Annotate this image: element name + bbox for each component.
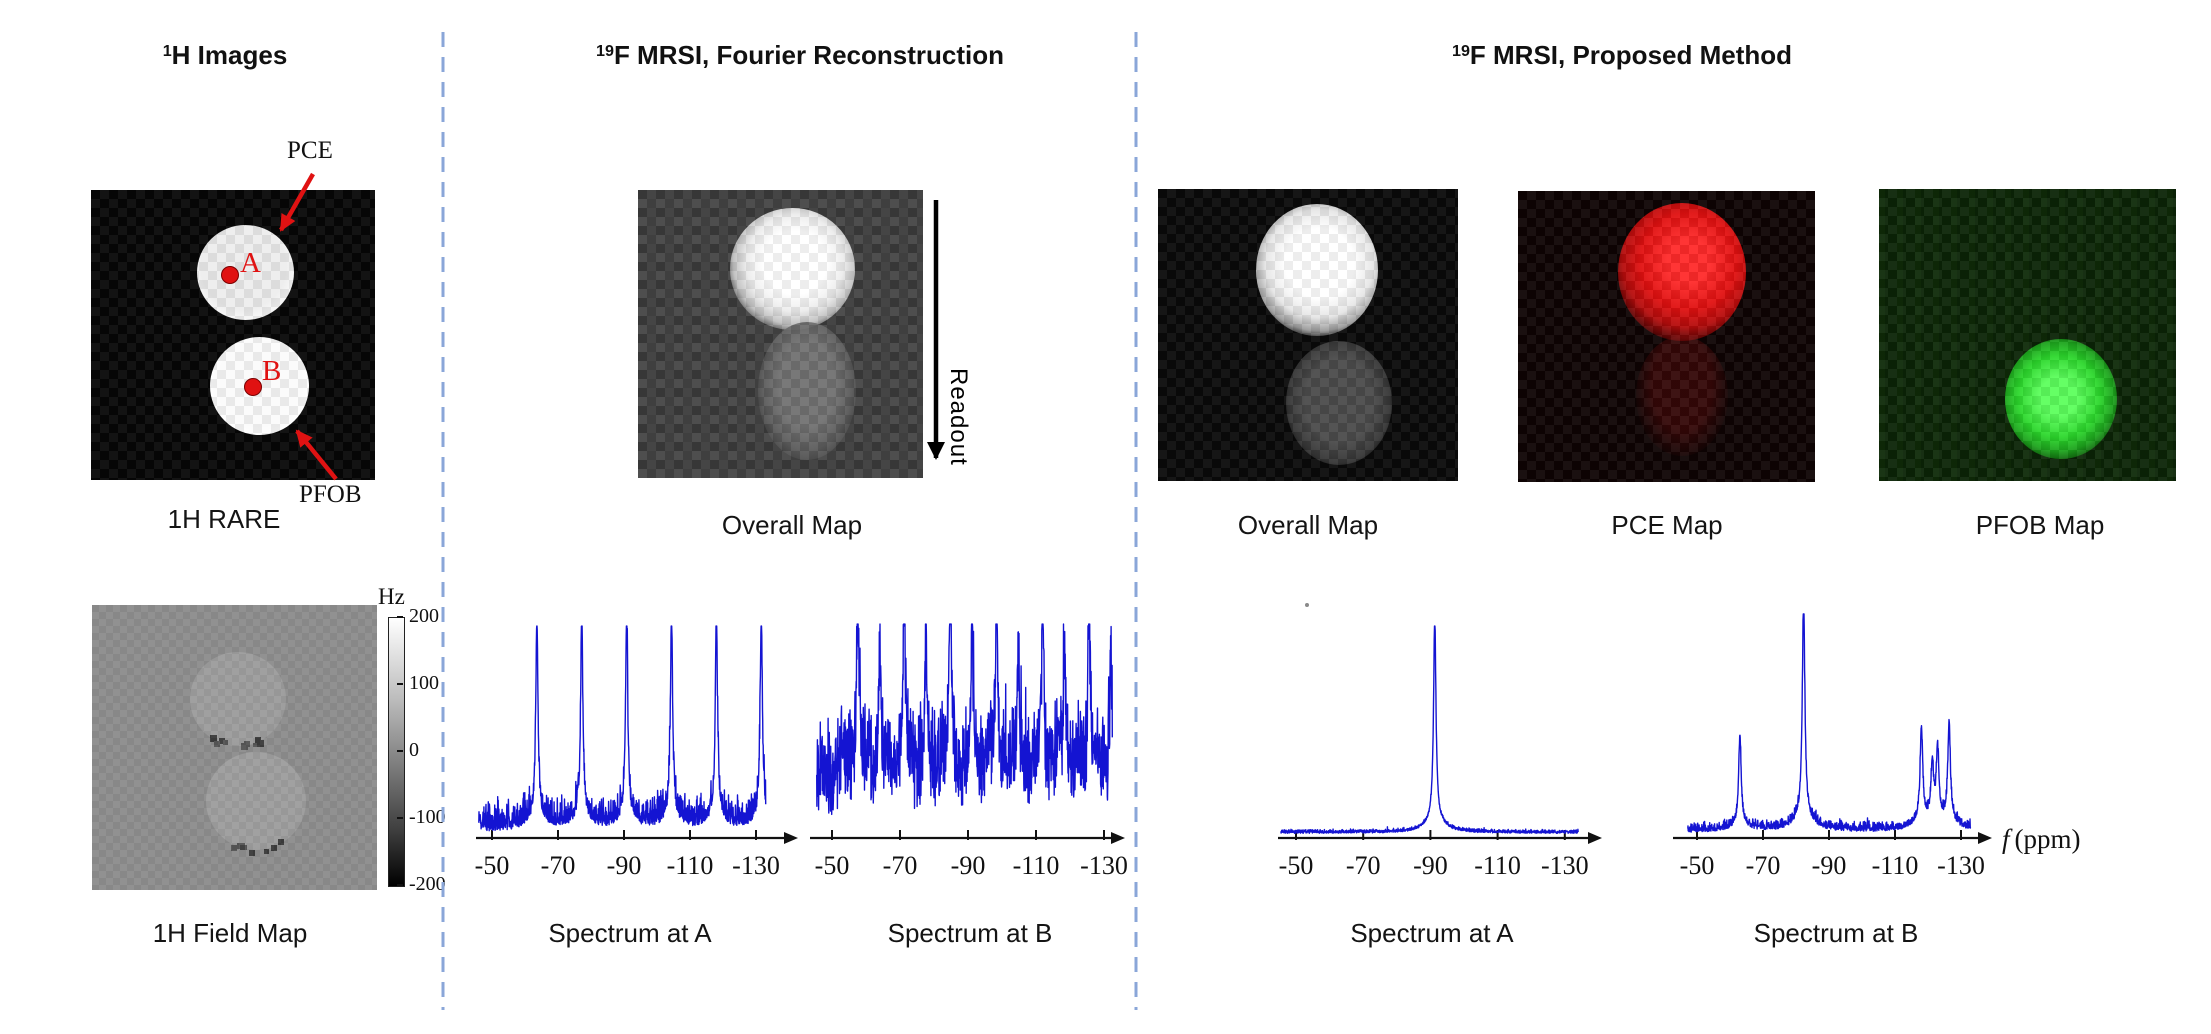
field-map-speck: [257, 740, 264, 747]
svg-text:-70: -70: [1746, 851, 1781, 880]
pfob-green-blob: [2005, 339, 2117, 459]
colorbar-tick-label: 100: [409, 672, 439, 694]
colorbar-tick-mark: [397, 750, 403, 752]
bright-blob: [730, 208, 855, 330]
colorbar-tick-mark: [397, 884, 403, 886]
field-map-speck: [214, 741, 220, 747]
point-a-marker: [221, 266, 239, 284]
field-map-speck: [219, 738, 225, 744]
proposed-spectrum-b-caption: Spectrum at B: [1753, 918, 1919, 948]
colorbar-unit-label: Hz: [378, 584, 405, 609]
fourier-spectrum-b-caption: Spectrum at B: [887, 918, 1053, 948]
field-map-speck: [241, 743, 248, 750]
svg-text:-130: -130: [1541, 851, 1589, 880]
field-map-speck: [237, 843, 243, 849]
svg-text:-90: -90: [1413, 851, 1448, 880]
readout-direction-label: Readout: [945, 368, 972, 466]
fourier-spectrum-a-plot: -50 -70 -90 -110 -130: [475, 625, 798, 880]
field-map-speck: [278, 839, 284, 845]
proposed-spectrum-a-plot: -50 -70 -90 -110 -130: [1278, 625, 1602, 880]
field-map-speck: [223, 740, 228, 745]
superscript-19: 19: [596, 41, 614, 60]
pfob-annotation-label: PFOB: [299, 481, 362, 508]
proposed-spectrum-b-plot: -50 -70 -90 -110 -130: [1673, 613, 1992, 880]
pfob-map-image: [1879, 189, 2176, 481]
fourier-overall-map-caption: Overall Map: [721, 510, 863, 540]
svg-text:-50: -50: [475, 851, 510, 880]
field-map-caption: 1H Field Map: [152, 918, 308, 948]
field-map-colorbar: [388, 617, 405, 887]
pce-map-image: [1518, 191, 1815, 482]
superscript-19: 19: [1451, 41, 1470, 60]
svg-text:-130: -130: [1937, 851, 1985, 880]
pce-red-blob: [1618, 203, 1746, 341]
svg-text:-70: -70: [541, 851, 576, 880]
svg-text:-50: -50: [1680, 851, 1715, 880]
svg-text:-70: -70: [883, 851, 918, 880]
pce-faint-tail: [1636, 336, 1728, 456]
svg-text:-130: -130: [1080, 851, 1128, 880]
proposed-overall-map-image: [1158, 189, 1458, 481]
column-title-proposed: 19F MRSI, Proposed Method: [1451, 40, 1793, 70]
faint-smeared-blob: [758, 322, 856, 460]
colorbar-tick-mark: [397, 616, 403, 618]
field-map-speck: [253, 743, 257, 747]
colorbar-tick-label: -200: [409, 873, 446, 895]
colorbar-tick-label: 200: [409, 605, 439, 627]
field-map-speck: [249, 850, 255, 856]
pce-map-caption: PCE Map: [1611, 510, 1723, 540]
svg-text:-90: -90: [1812, 851, 1847, 880]
faint-blob: [1286, 341, 1392, 465]
rare-caption: 1H RARE: [167, 504, 281, 534]
pfob-map-caption: PFOB Map: [1975, 510, 2105, 540]
stray-dot-artifact: [1305, 603, 1309, 607]
svg-text:-110: -110: [1872, 851, 1919, 880]
point-a-label: A: [240, 247, 261, 279]
pce-annotation-label: PCE: [287, 137, 333, 164]
field-map-speck: [239, 843, 245, 849]
svg-text:-130: -130: [732, 851, 780, 880]
field-map-speck: [240, 845, 245, 850]
fourier-overall-map-image: [638, 190, 923, 478]
colorbar-tick-mark: [397, 683, 403, 685]
f-symbol: f: [2002, 824, 2010, 854]
column-title-1h-images: 1H Images: [162, 40, 288, 70]
field-map-image: [92, 605, 377, 890]
colorbar-tick-label: 0: [409, 739, 419, 761]
field-map-bottom-circle: [206, 752, 306, 850]
field-map-speck: [242, 845, 247, 850]
colorbar-tick-mark: [397, 817, 403, 819]
field-map-speck: [271, 845, 277, 851]
proposed-overall-map-caption: Overall Map: [1237, 510, 1379, 540]
frequency-axis-label: f (ppm): [2002, 824, 2081, 855]
svg-text:-110: -110: [1013, 851, 1060, 880]
svg-text:-50: -50: [1279, 851, 1314, 880]
svg-text:-70: -70: [1346, 851, 1381, 880]
field-map-speck: [231, 845, 237, 851]
svg-text:-50: -50: [815, 851, 850, 880]
field-map-speck: [264, 849, 269, 854]
field-map-top-circle: [190, 652, 286, 746]
proposed-spectrum-a-caption: Spectrum at A: [1350, 918, 1514, 948]
fourier-spectrum-a-caption: Spectrum at A: [548, 918, 712, 948]
fourier-spectrum-b-plot: -50 -70 -90 -110 -130: [810, 623, 1128, 880]
colorbar-tick-label: -100: [409, 806, 446, 828]
point-b-marker: [244, 378, 262, 396]
svg-text:-110: -110: [667, 851, 714, 880]
field-map-speck: [255, 737, 261, 743]
svg-text:-90: -90: [951, 851, 986, 880]
superscript-1: 1: [162, 41, 172, 60]
field-map-speck: [210, 735, 217, 742]
field-map-noise-specks: [92, 605, 377, 890]
point-b-label: B: [262, 355, 282, 387]
bright-blob: [1256, 204, 1378, 336]
field-map-speck: [244, 741, 250, 747]
ppm-unit: (ppm): [2014, 824, 2081, 854]
svg-text:-90: -90: [607, 851, 642, 880]
svg-text:-110: -110: [1474, 851, 1521, 880]
rare-mri-image: [91, 190, 375, 480]
column-title-fourier: 19F MRSI, Fourier Reconstruction: [596, 40, 1004, 70]
